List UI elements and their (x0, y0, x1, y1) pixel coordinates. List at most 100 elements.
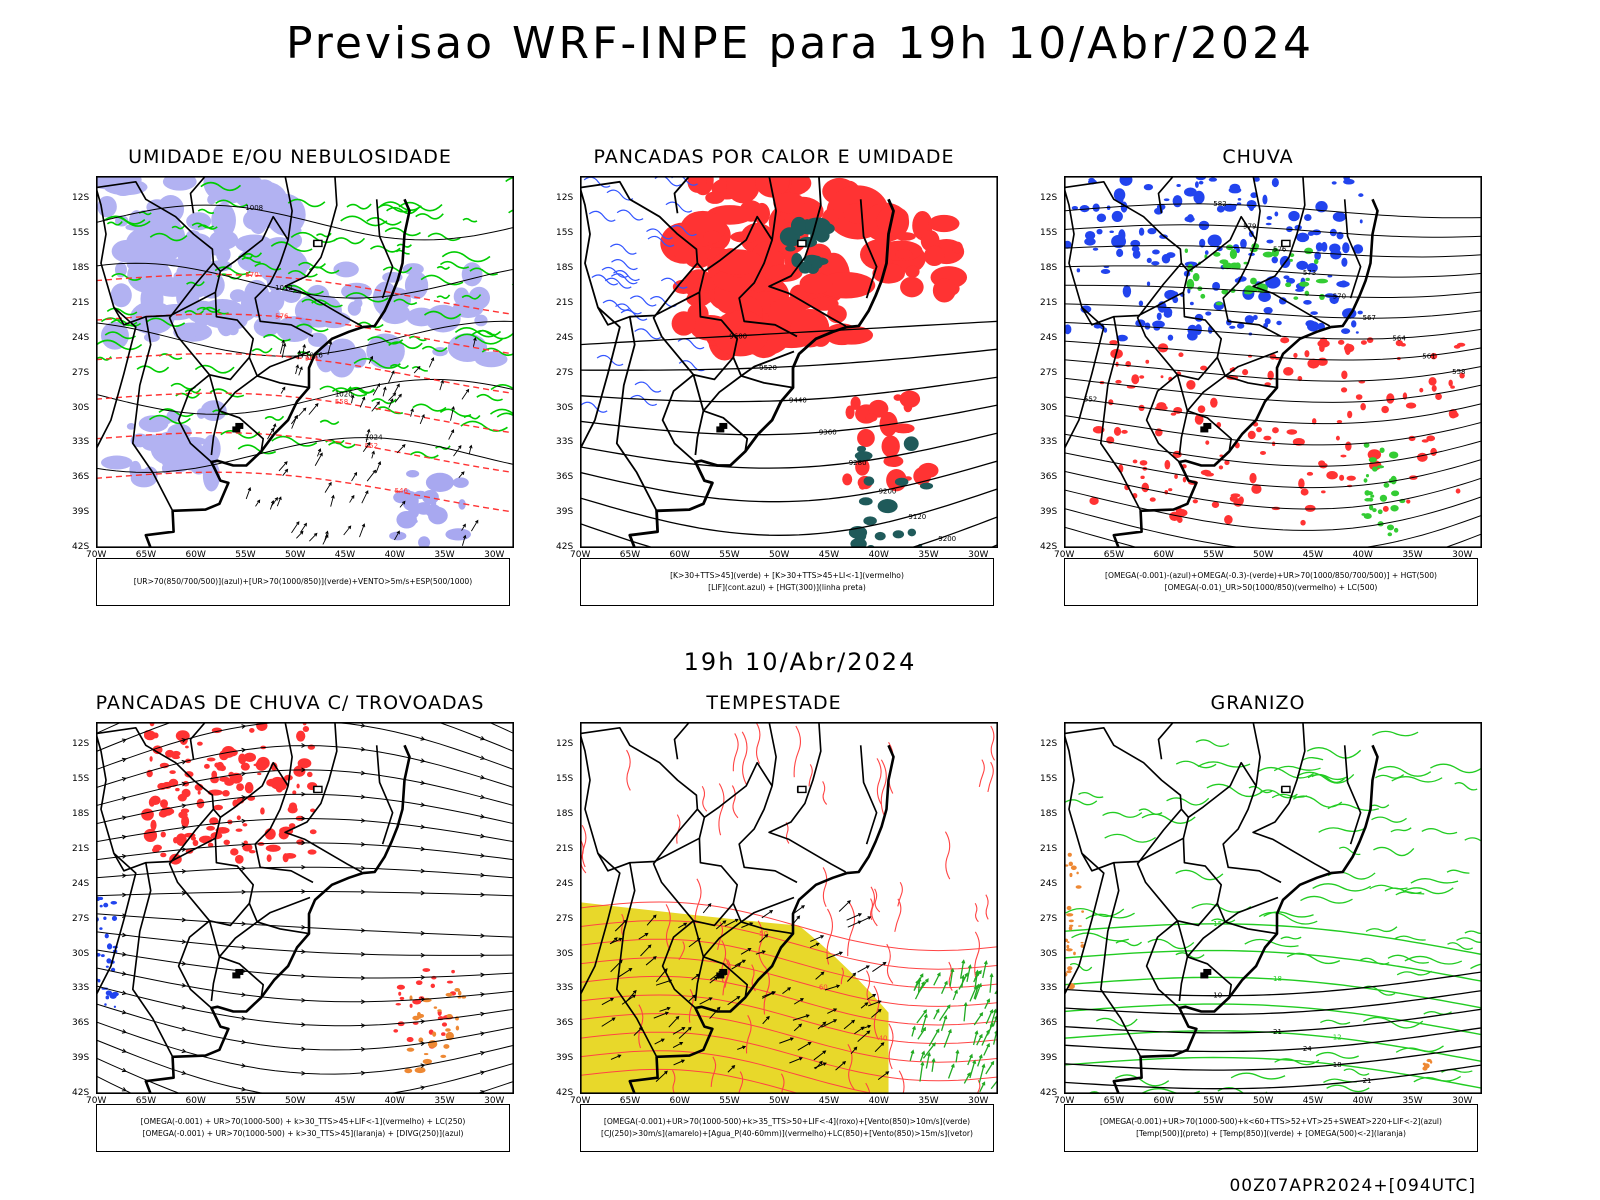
field-blob (1372, 466, 1378, 472)
field-blob (1066, 905, 1072, 911)
wind-vector (388, 392, 397, 401)
contour-line (1064, 1008, 1482, 1034)
temp850-contour (1259, 789, 1298, 799)
field-blob (154, 219, 186, 260)
streamline (96, 1039, 514, 1094)
field-blob (140, 434, 163, 451)
wind-vector (835, 1060, 847, 1071)
field-blob (270, 776, 286, 790)
field-blob (302, 725, 310, 732)
border-line (694, 955, 749, 1002)
lon-tick-label: 70W (1054, 1096, 1075, 1106)
humidity-contour (237, 444, 277, 455)
wind-vector (986, 1022, 994, 1036)
field-blob (919, 482, 934, 490)
field-blob (315, 344, 336, 373)
contour-label: 15 (1213, 920, 1222, 928)
flow-arrow (360, 1046, 366, 1052)
wind-vector (351, 471, 358, 482)
water-contour (865, 970, 872, 1006)
field-blob (1210, 397, 1218, 408)
field-blob (236, 815, 241, 821)
field-blob (100, 321, 129, 350)
field-blob (1304, 504, 1316, 512)
lake (716, 426, 725, 433)
flow-arrow (420, 975, 426, 980)
water-contour (840, 967, 844, 985)
field-blob (1073, 951, 1076, 956)
field-blob (111, 915, 118, 921)
contour-label: 552 (365, 442, 378, 450)
lon-tick-label: 65W (1103, 1096, 1125, 1106)
humidity-contour (389, 364, 409, 369)
lat-tick-label: 18S (72, 263, 90, 273)
field-blob (726, 176, 760, 204)
wind-vector (673, 1059, 686, 1066)
border-line (692, 903, 743, 958)
lon-tick-label: 30W (1452, 550, 1473, 560)
field-blob (1200, 365, 1208, 371)
field-blob (1304, 247, 1314, 255)
field-blob (1144, 322, 1151, 330)
flow-arrow (420, 890, 426, 896)
humidity-contour (490, 384, 514, 391)
contour-line (96, 320, 514, 357)
lat-tick-label: 33S (72, 437, 90, 448)
wind-vector (419, 413, 425, 425)
lat-tick-label: 24S (72, 332, 90, 343)
field-blob (1172, 195, 1183, 208)
wind-vector (672, 1027, 686, 1035)
field-blob (903, 401, 913, 413)
field-blob (297, 758, 312, 769)
humidity-contour (379, 201, 422, 212)
contour-label: 9280 (849, 459, 867, 467)
map-frame (580, 722, 998, 1094)
water-contour (808, 764, 813, 787)
field-blob (1175, 509, 1188, 517)
field-blob (1069, 872, 1073, 878)
flow-arrow (121, 1029, 127, 1034)
contour-label: 18 (1273, 975, 1282, 983)
field-blob (789, 241, 799, 247)
field-blob (1084, 237, 1096, 246)
wind-vector (272, 423, 277, 433)
field-blob (1200, 469, 1212, 476)
field-blob (1406, 499, 1411, 504)
field-blob (105, 965, 109, 968)
lon-tick-label: 30W (484, 1096, 505, 1106)
flow-arrow (241, 771, 247, 777)
flow-arrow (181, 738, 187, 743)
field-blob (166, 258, 182, 267)
flow-arrow (241, 992, 247, 998)
wind-vector (291, 521, 300, 534)
field-blob (281, 283, 302, 304)
field-blob (1163, 307, 1173, 318)
contour-label: 1020 (335, 390, 353, 398)
wind-vector (761, 910, 774, 919)
field-blob (100, 954, 105, 958)
field-blob (110, 900, 118, 905)
field-blob (1321, 490, 1326, 494)
field-blob (445, 528, 471, 541)
field-blob (437, 1009, 442, 1012)
border-line (1099, 862, 1142, 1058)
field-blob (1186, 214, 1194, 223)
field-blob (1393, 527, 1399, 533)
field-blob (809, 296, 839, 311)
wind-vector (974, 969, 980, 987)
field-blob (1416, 452, 1428, 462)
map-granizo: 15 18 12 10 21 24 18 21 12S 15S 18S 21S 24S 27S 30S 33S… (1040, 722, 1482, 1106)
flow-arrow (181, 847, 187, 852)
field-blob (415, 980, 423, 986)
field-blob (1064, 240, 1072, 249)
lif-contour (647, 235, 675, 247)
field-blob (141, 808, 154, 821)
field-blob (415, 502, 433, 515)
lat-tick-label: 15S (72, 228, 90, 239)
contour-line (580, 975, 998, 1026)
field-blob (1065, 948, 1073, 952)
field-blob (874, 531, 886, 541)
wind-vector (846, 913, 863, 921)
lat-tick-label: 39S (1040, 507, 1058, 518)
field-blob (1366, 491, 1374, 496)
